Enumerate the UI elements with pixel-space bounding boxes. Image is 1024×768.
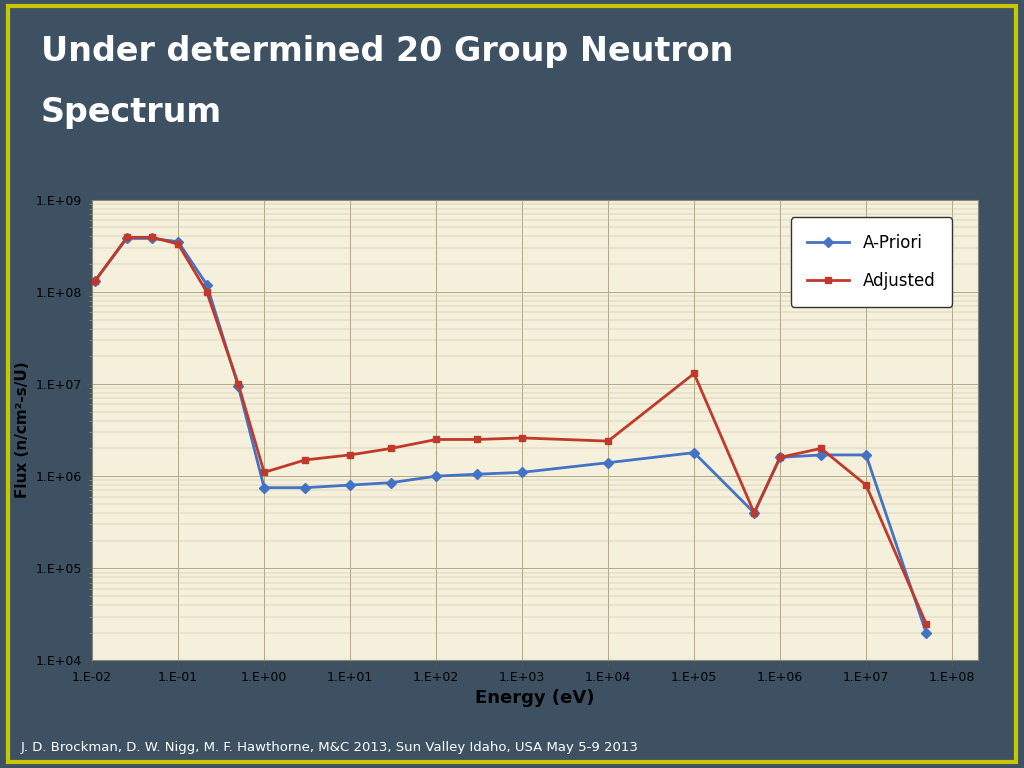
A-Priori (516, 468, 528, 477)
Adjusted (815, 444, 827, 453)
Adjusted (232, 379, 245, 389)
Line: Adjusted: Adjusted (91, 234, 930, 627)
Y-axis label: Flux (n/cm²-s/U): Flux (n/cm²-s/U) (14, 362, 30, 498)
Adjusted (201, 287, 213, 296)
Adjusted (385, 444, 397, 453)
Adjusted (471, 435, 483, 444)
Adjusted (602, 436, 614, 445)
Adjusted (774, 453, 786, 462)
Adjusted (172, 240, 184, 249)
A-Priori (774, 453, 786, 462)
Adjusted (688, 369, 700, 378)
Adjusted (344, 450, 356, 459)
Line: A-Priori: A-Priori (91, 235, 930, 636)
A-Priori (920, 628, 932, 637)
X-axis label: Energy (eV): Energy (eV) (475, 690, 595, 707)
A-Priori (688, 448, 700, 457)
Adjusted (299, 455, 311, 465)
A-Priori (602, 458, 614, 467)
A-Priori (88, 276, 100, 286)
A-Priori (232, 382, 245, 391)
A-Priori (121, 233, 133, 243)
Adjusted (430, 435, 442, 444)
A-Priori (430, 472, 442, 481)
Text: Spectrum: Spectrum (41, 96, 222, 129)
A-Priori (471, 469, 483, 478)
Adjusted (146, 233, 159, 242)
Adjusted (748, 508, 760, 518)
Text: J. D. Brockman, D. W. Nigg, M. F. Hawthorne, M&C 2013, Sun Valley Idaho, USA May: J. D. Brockman, D. W. Nigg, M. F. Hawtho… (20, 741, 638, 754)
A-Priori (385, 478, 397, 487)
Adjusted (920, 619, 932, 628)
A-Priori (860, 450, 872, 459)
Adjusted (121, 233, 133, 242)
Adjusted (860, 481, 872, 490)
Legend: A-Priori, Adjusted: A-Priori, Adjusted (791, 217, 952, 306)
A-Priori (815, 450, 827, 459)
A-Priori (172, 237, 184, 247)
A-Priori (258, 483, 270, 492)
A-Priori (344, 481, 356, 490)
Adjusted (258, 468, 270, 477)
A-Priori (201, 280, 213, 289)
Adjusted (516, 433, 528, 442)
A-Priori (146, 233, 159, 243)
Adjusted (88, 276, 100, 286)
A-Priori (299, 483, 311, 492)
A-Priori (748, 508, 760, 518)
Text: Under determined 20 Group Neutron: Under determined 20 Group Neutron (41, 35, 733, 68)
